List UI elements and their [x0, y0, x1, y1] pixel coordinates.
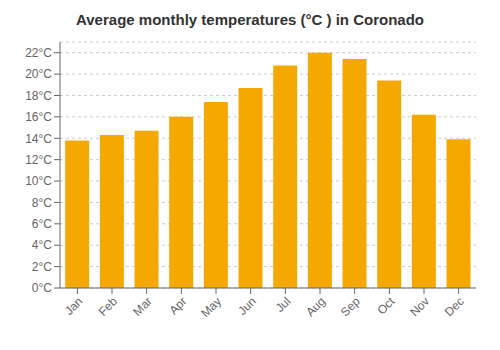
svg-text:Mar: Mar — [130, 294, 155, 319]
svg-text:Aug: Aug — [303, 294, 328, 319]
svg-text:Nov: Nov — [407, 294, 432, 319]
svg-text:Sep: Sep — [338, 294, 363, 319]
svg-text:22°C: 22°C — [25, 46, 52, 60]
svg-text:Dec: Dec — [442, 294, 467, 319]
svg-text:Feb: Feb — [96, 294, 121, 319]
svg-text:6°C: 6°C — [32, 217, 52, 231]
svg-text:Oct: Oct — [374, 294, 398, 318]
svg-text:4°C: 4°C — [32, 238, 52, 252]
svg-text:Jun: Jun — [235, 294, 259, 318]
svg-text:18°C: 18°C — [25, 89, 52, 103]
svg-text:2°C: 2°C — [32, 260, 52, 274]
svg-text:Jan: Jan — [62, 294, 86, 318]
svg-text:May: May — [198, 294, 224, 320]
svg-text:10°C: 10°C — [25, 174, 52, 188]
svg-text:8°C: 8°C — [32, 196, 52, 210]
svg-text:14°C: 14°C — [25, 132, 52, 146]
svg-text:0°C: 0°C — [32, 281, 52, 295]
html-text:Average monthly temperatures (: Average monthly temperatures (°C ) in Co… — [76, 11, 424, 28]
svg-text:16°C: 16°C — [25, 110, 52, 124]
svg-text:Apr: Apr — [166, 294, 189, 317]
svg-text:Jul: Jul — [273, 294, 294, 315]
svg-text:20°C: 20°C — [25, 67, 52, 81]
svg-text:12°C: 12°C — [25, 153, 52, 167]
